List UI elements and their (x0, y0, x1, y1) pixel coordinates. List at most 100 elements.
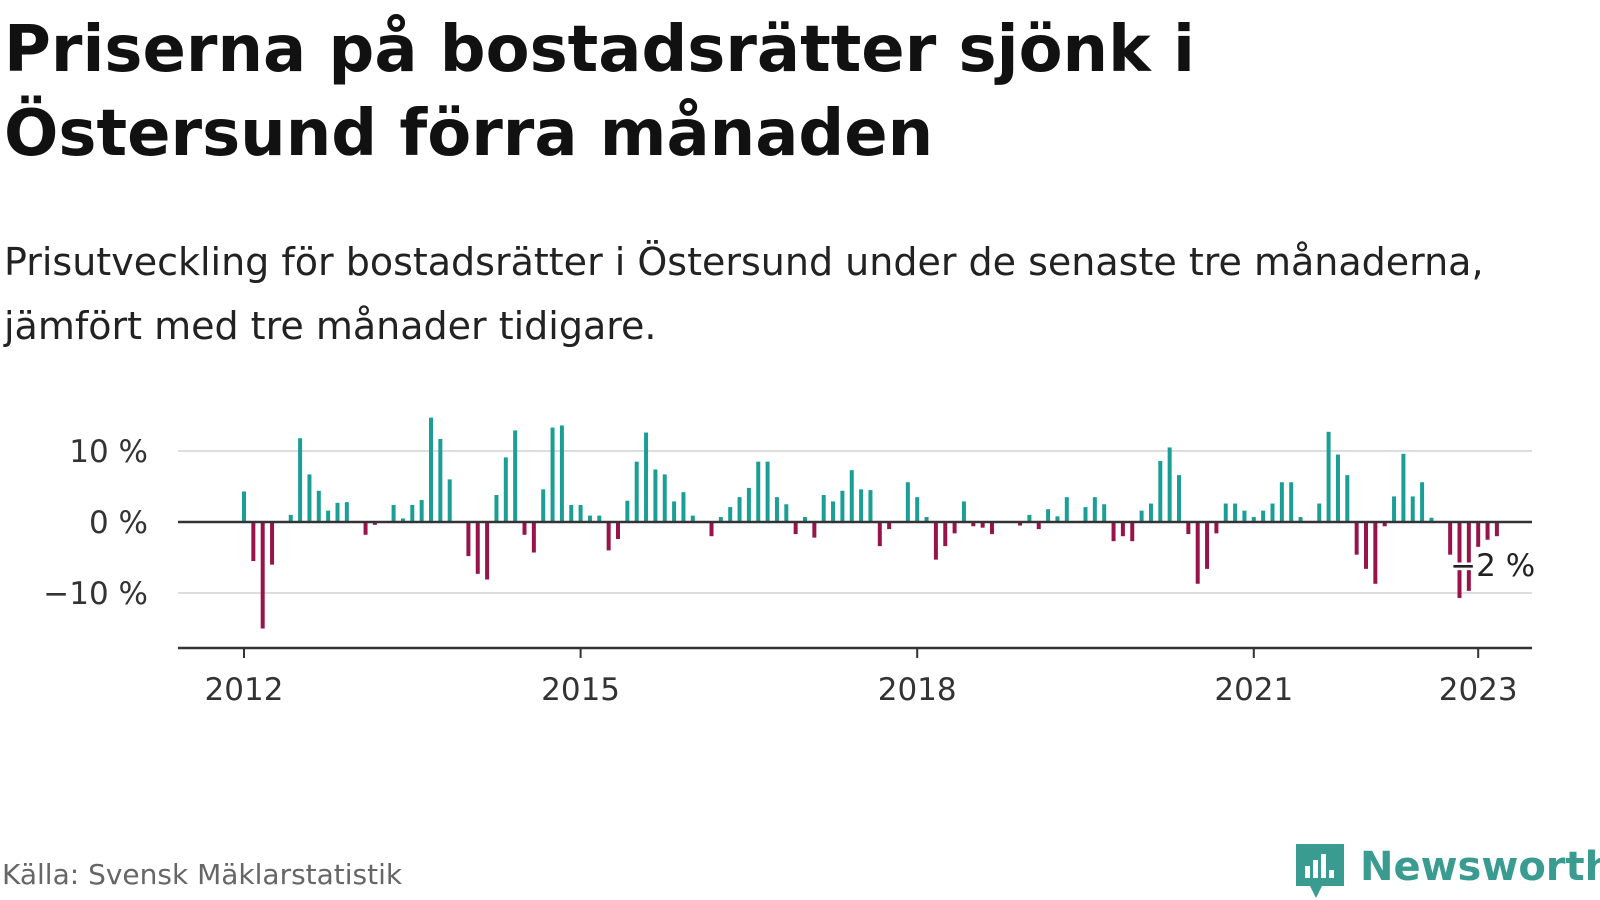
bar (1167, 447, 1172, 522)
x-tick-label: 2023 (1439, 672, 1518, 708)
bar (242, 491, 246, 522)
bar (1092, 497, 1097, 522)
x-tick-label: 2015 (541, 672, 620, 708)
bar (1429, 517, 1434, 522)
bar (578, 504, 583, 522)
bar (260, 522, 265, 629)
y-tick-label: 10 % (69, 434, 148, 470)
bar (1223, 503, 1228, 522)
bar-chart: −10 % 0 % 10 % 2012 2015 2018 2021 2023 −2 % (43, 417, 1538, 708)
bar (419, 499, 424, 522)
bar (1335, 454, 1340, 522)
bar (569, 504, 574, 522)
bar (1485, 522, 1490, 540)
bar (952, 522, 957, 534)
bar (429, 417, 433, 522)
bar (1448, 522, 1453, 555)
bar (326, 510, 331, 522)
bar (1102, 504, 1107, 522)
chart-subtitle: Prisutveckling för bostadsrätter i Öster… (4, 240, 1484, 348)
bar (1270, 503, 1275, 522)
source-note: Källa: Svensk Mäklarstatistik (2, 858, 403, 891)
bar (1289, 482, 1294, 522)
bar (1345, 475, 1350, 522)
bar (803, 517, 807, 522)
bar (718, 517, 723, 522)
bar (1392, 496, 1397, 522)
bar (905, 482, 910, 522)
bar (933, 522, 938, 560)
bar (1476, 522, 1481, 547)
bar (1373, 522, 1378, 584)
bar (625, 500, 630, 522)
bar (344, 502, 349, 522)
bar (1466, 522, 1471, 591)
bar (251, 522, 256, 562)
bar (831, 501, 836, 522)
bar (793, 522, 798, 535)
bar (438, 438, 443, 522)
bar (774, 497, 779, 522)
bar (1401, 453, 1406, 522)
bar (1214, 522, 1219, 534)
bar (812, 522, 817, 538)
bar (737, 497, 742, 522)
bar (1410, 496, 1415, 522)
bar (961, 501, 966, 522)
bar (765, 461, 770, 522)
bar (1055, 516, 1060, 522)
x-tick-label: 2012 (205, 672, 284, 708)
bar (513, 430, 518, 522)
bar (503, 457, 508, 522)
bar (1233, 503, 1238, 522)
bar (447, 479, 452, 522)
bar (644, 432, 649, 522)
bar (1027, 514, 1032, 522)
bar (943, 522, 948, 547)
bar (410, 504, 415, 522)
bar (924, 517, 929, 522)
bar (1158, 460, 1163, 522)
bar (541, 489, 546, 522)
bar (559, 425, 564, 522)
bar (531, 522, 536, 553)
bar (690, 515, 695, 522)
bar (1354, 522, 1359, 555)
axes (178, 520, 1532, 658)
bar (1279, 482, 1284, 522)
bar (1298, 517, 1303, 522)
bar (756, 461, 761, 522)
newsworthy-logo-icon (1296, 844, 1344, 898)
axis-labels: −10 % 0 % 10 % 2012 2015 2018 2021 2023 −2 % (43, 434, 1537, 708)
bar (270, 522, 275, 565)
x-tick-label: 2018 (878, 672, 957, 708)
bar (859, 489, 864, 522)
bar (709, 522, 714, 537)
bar (662, 474, 667, 522)
bar (672, 501, 677, 522)
bar (1177, 475, 1181, 522)
bar (746, 487, 751, 522)
bar (1064, 497, 1069, 522)
bar (1242, 510, 1247, 522)
bar (1317, 503, 1322, 522)
bar (550, 427, 555, 522)
bar (971, 522, 976, 527)
bar (681, 492, 686, 522)
bar (1018, 522, 1023, 526)
latest-value-annotation: −2 % (1450, 548, 1535, 584)
bar (485, 522, 490, 580)
bar (840, 490, 845, 522)
bar (316, 490, 321, 522)
bar (1251, 517, 1256, 522)
grid-lines (178, 450, 1532, 594)
bar (653, 469, 658, 522)
bar (1420, 482, 1425, 522)
bar (849, 470, 854, 522)
bar (821, 495, 826, 522)
bar (372, 522, 377, 525)
bar (868, 490, 873, 522)
bar (784, 504, 789, 522)
bar (391, 504, 396, 522)
bar (1195, 522, 1200, 584)
